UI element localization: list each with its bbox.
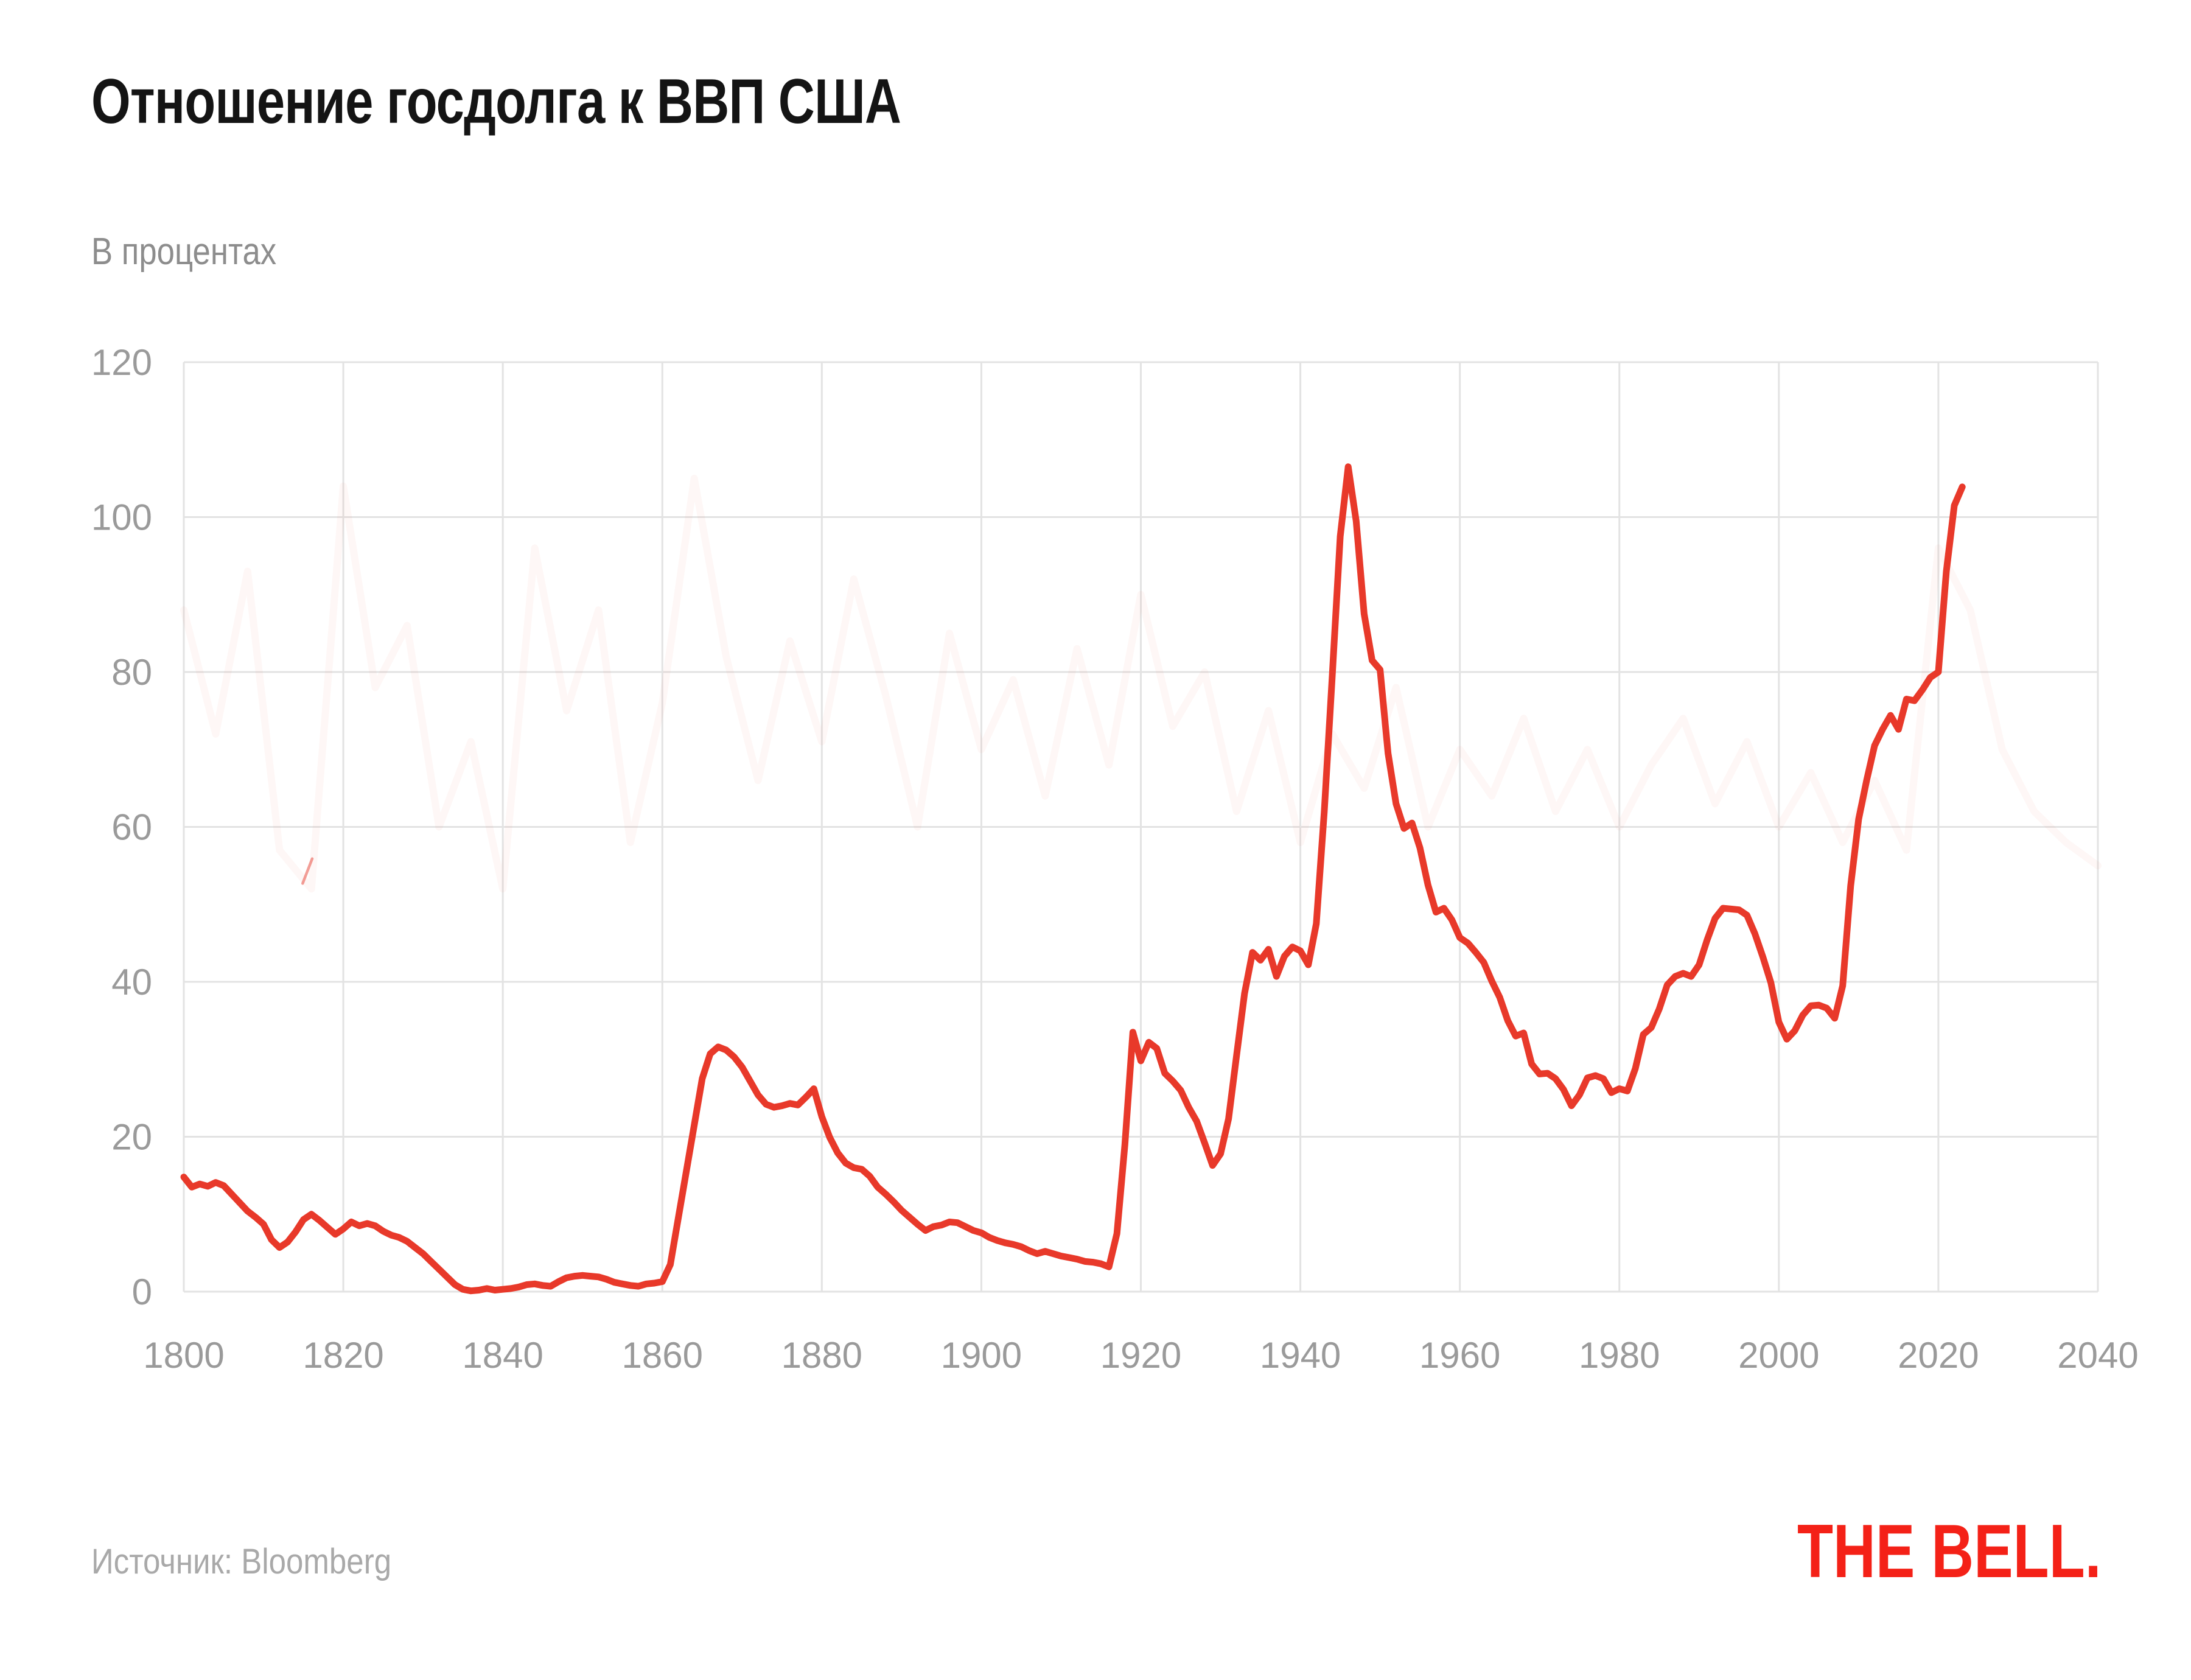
y-axis-tick-label: 60 [111,807,152,848]
y-axis-tick-label: 80 [111,652,152,693]
x-axis-tick-label: 2000 [1738,1335,1819,1376]
y-axis-tick-label: 20 [111,1117,152,1158]
x-axis-tick-label: 1980 [1579,1335,1660,1376]
x-axis-tick-label: 1900 [941,1335,1022,1376]
x-axis-tick-label: 1880 [781,1335,862,1376]
x-axis-tick-label: 1820 [302,1335,383,1376]
y-axis-tick-label: 100 [91,497,152,538]
x-axis-tick-label: 1860 [622,1335,703,1376]
x-axis-tick-label: 1920 [1100,1335,1181,1376]
x-axis-tick-label: 1800 [143,1335,224,1376]
x-axis-tick-label: 1940 [1260,1335,1341,1376]
chart-units-label: В процентах [91,231,277,273]
y-axis-tick-label: 40 [111,962,152,1003]
the-bell-logo: THE BELL. [1797,1510,2102,1594]
ghost-watermark-line [180,474,2102,893]
x-axis-tick-label: 1840 [462,1335,543,1376]
y-axis-tick-label: 0 [132,1272,152,1312]
page-title: Отношение госдолга к ВВП США [91,66,901,137]
x-axis-tick-label: 2020 [1898,1335,1979,1376]
red-artifact-mark [301,857,314,885]
x-axis-tick-label: 2040 [2057,1335,2138,1376]
y-axis-tick-label: 120 [91,342,152,383]
source-credit: Источник: Bloomberg [91,1542,392,1581]
debt-line [180,463,1966,1295]
x-axis-tick-label: 1960 [1419,1335,1500,1376]
